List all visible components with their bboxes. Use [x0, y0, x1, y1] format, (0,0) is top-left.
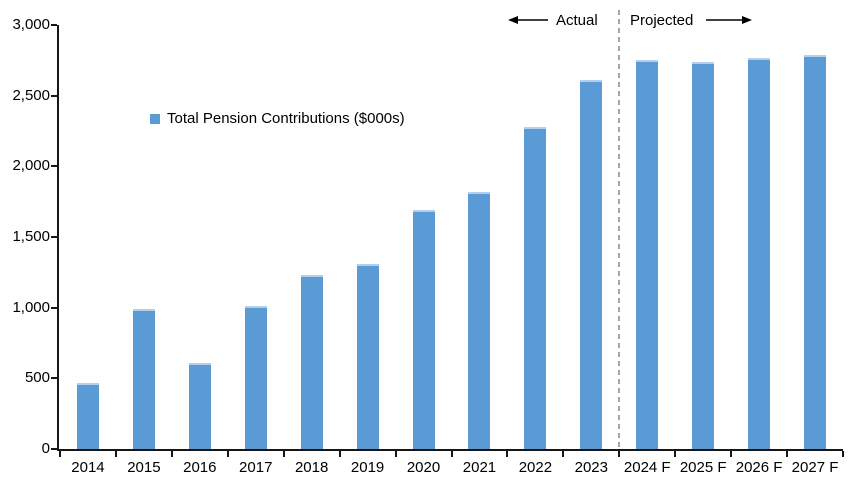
left-arrow-icon [508, 16, 548, 24]
bar-2020 [412, 210, 435, 449]
x-axis-label-2024-F: 2024 F [623, 459, 671, 476]
bar-2027-F [804, 54, 827, 449]
x-tick-12 [730, 451, 733, 457]
x-tick-9 [562, 451, 565, 457]
x-tick-11 [674, 451, 677, 457]
bar-2026-F [748, 58, 771, 449]
bar-2021 [468, 191, 491, 449]
x-tick-14 [842, 451, 844, 457]
y-tick-1,000 [51, 306, 57, 309]
x-axis-label-2015: 2015 [127, 459, 161, 476]
y-axis-label-2,500: 2,500 [12, 86, 50, 104]
x-axis-label-2027-F: 2027 F [791, 459, 839, 476]
x-tick-1 [114, 451, 117, 457]
y-axis-label-1,000: 1,000 [12, 298, 50, 316]
y-axis-label-0: 0 [41, 440, 50, 457]
x-axis-label-2026-F: 2026 F [735, 459, 783, 476]
bar-2022 [524, 126, 547, 449]
x-tick-6 [394, 451, 397, 457]
x-axis-label-2023: 2023 [574, 459, 608, 476]
actual-label: Actual [556, 12, 598, 29]
x-tick-10 [618, 451, 621, 457]
x-axis-label-2016: 2016 [183, 459, 217, 476]
bar-2025-F [692, 61, 715, 449]
x-axis-label-2020: 2020 [406, 459, 441, 476]
x-axis-label-2025-F: 2025 F [679, 459, 727, 476]
right-arrow-icon [706, 16, 752, 24]
x-axis-label-2014: 2014 [71, 459, 105, 476]
x-tick-0 [59, 451, 61, 457]
y-axis-label-500: 500 [24, 369, 50, 387]
actual-projected-divider [618, 10, 621, 451]
x-tick-4 [282, 451, 285, 457]
y-tick-0 [51, 448, 57, 450]
x-axis-label-2021: 2021 [462, 459, 497, 476]
y-axis-label-3,000: 3,000 [12, 16, 50, 33]
bar-2014 [76, 382, 99, 449]
y-axis-line [57, 25, 59, 451]
x-tick-8 [506, 451, 509, 457]
legend-marker-icon [150, 114, 160, 124]
x-axis-label-2022: 2022 [518, 459, 553, 476]
x-tick-2 [170, 451, 173, 457]
y-axis-label-2,000: 2,000 [12, 157, 50, 175]
bar-2015 [132, 309, 155, 449]
x-tick-7 [450, 451, 453, 457]
legend: Total Pension Contributions ($000s) [150, 110, 405, 128]
bar-2019 [356, 263, 379, 449]
x-tick-13 [786, 451, 789, 457]
y-tick-1,500 [51, 236, 57, 238]
y-tick-2,500 [51, 94, 57, 97]
bar-2024-F [636, 60, 659, 449]
x-axis-line [57, 449, 843, 451]
y-tick-500 [51, 377, 57, 380]
bar-2023 [580, 80, 603, 449]
legend-label: Total Pension Contributions ($000s) [167, 110, 405, 127]
x-tick-5 [338, 451, 341, 457]
y-tick-3,000 [51, 24, 57, 26]
x-axis-label-2019: 2019 [350, 459, 385, 476]
x-tick-3 [226, 451, 229, 457]
y-tick-2,000 [51, 165, 57, 168]
y-axis-label-1,500: 1,500 [12, 228, 50, 245]
bar-2017 [244, 306, 267, 449]
bar-2016 [188, 362, 211, 449]
x-axis-label-2017: 2017 [239, 459, 273, 476]
bar-2018 [300, 275, 323, 449]
projected-label: Projected [630, 12, 694, 29]
x-axis-label-2018: 2018 [294, 459, 329, 476]
